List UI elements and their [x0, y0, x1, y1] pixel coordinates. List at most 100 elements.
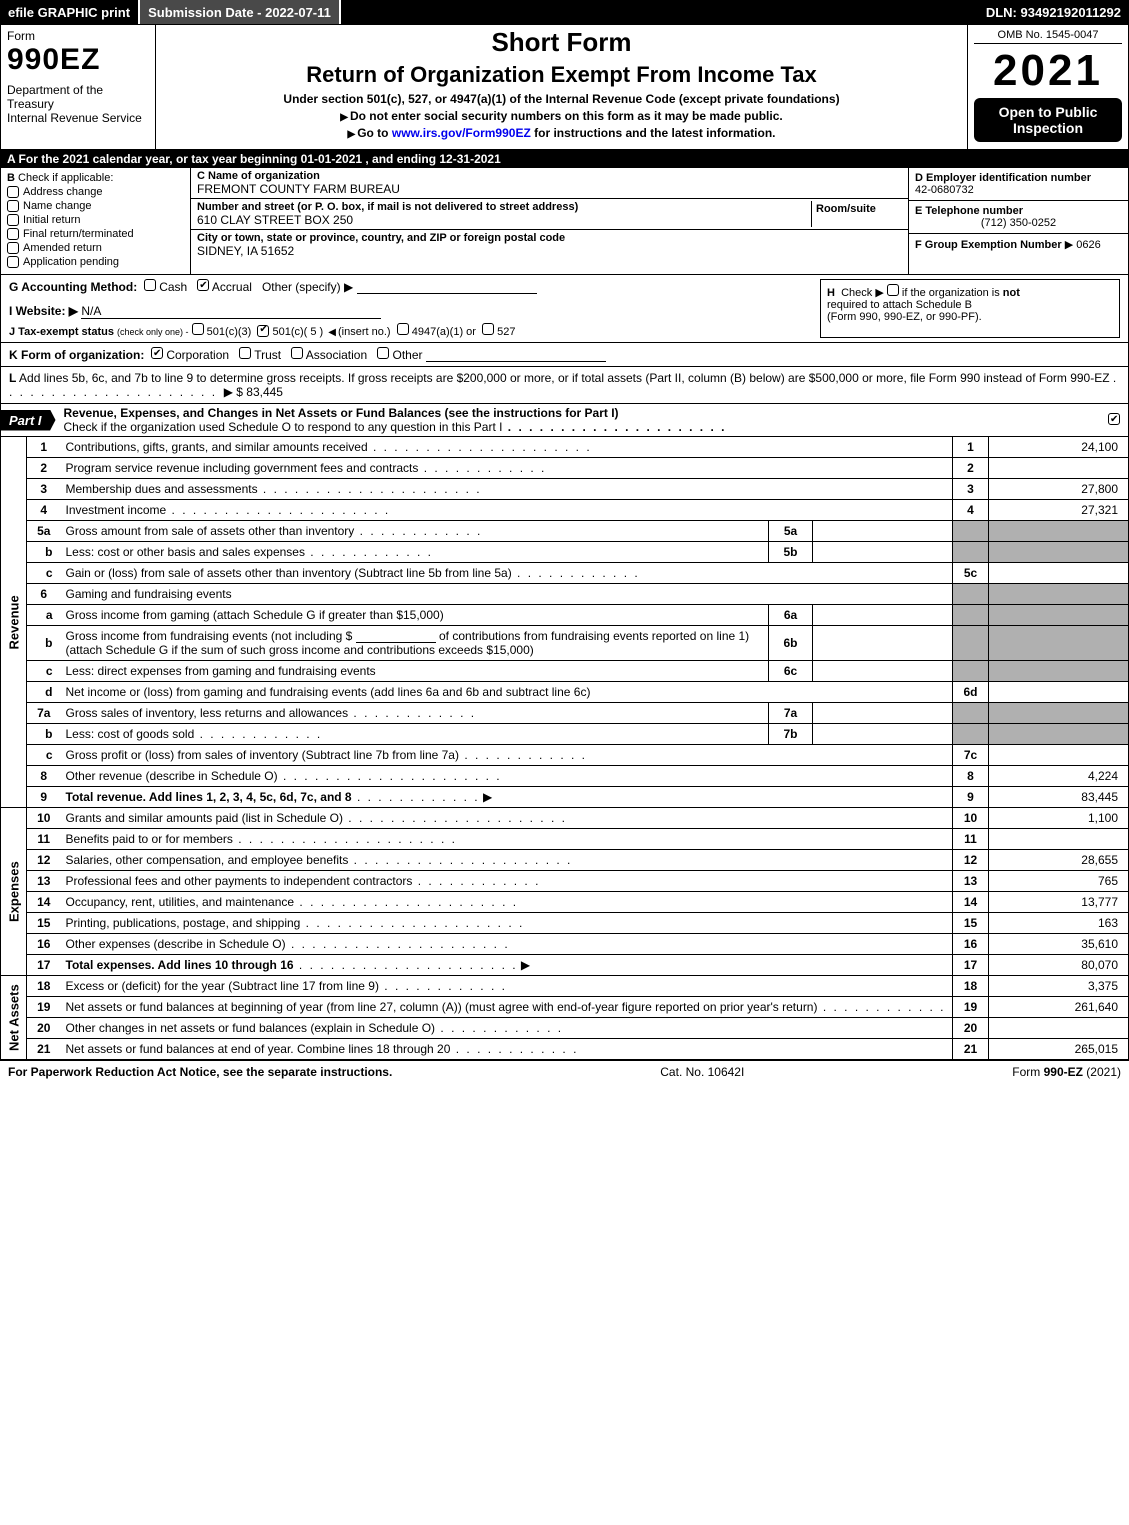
line-21-desc: Net assets or fund balances at end of ye…	[66, 1042, 451, 1056]
checkbox-icon[interactable]	[7, 200, 19, 212]
line-8-num: 8	[27, 766, 61, 787]
open-public-box: Open to Public Inspection	[974, 98, 1122, 142]
shaded-cell	[953, 724, 989, 745]
line-11-amount	[989, 829, 1129, 850]
line-19-box: 19	[953, 997, 989, 1018]
section-j: J Tax-exempt status (check only one) - 5…	[9, 323, 820, 338]
line-1-num: 1	[27, 437, 61, 458]
section-b: B Check if applicable: Address change Na…	[1, 168, 191, 274]
efile-print-label[interactable]: efile GRAPHIC print	[0, 0, 140, 24]
group-exemption-value: ▶ 0626	[1065, 239, 1101, 251]
chk-initial-return[interactable]: Initial return	[7, 214, 184, 226]
line-9-num: 9	[27, 787, 61, 808]
addr-value: 610 CLAY STREET BOX 250	[197, 213, 807, 227]
check-if-applicable: Check if applicable:	[18, 172, 113, 184]
entity-name-address: C Name of organization FREMONT COUNTY FA…	[191, 168, 908, 274]
checkbox-icon[interactable]	[1108, 413, 1120, 425]
line-7a-desc: Gross sales of inventory, less returns a…	[66, 706, 349, 720]
checkbox-icon[interactable]	[7, 214, 19, 226]
line-17-desc: Total expenses. Add lines 10 through 16	[66, 958, 294, 972]
line-5c-num: c	[27, 563, 61, 584]
line-16-desc: Other expenses (describe in Schedule O)	[66, 937, 286, 951]
city-label: City or town, state or province, country…	[197, 232, 902, 244]
line-20-box: 20	[953, 1018, 989, 1039]
shaded-cell	[953, 661, 989, 682]
checkbox-icon[interactable]	[7, 256, 19, 268]
line-15-desc: Printing, publications, postage, and shi…	[66, 916, 301, 930]
tax-year: 2021	[974, 46, 1122, 96]
fundraising-amount-input[interactable]	[356, 629, 436, 643]
chk-address-change[interactable]: Address change	[7, 186, 184, 198]
checkbox-icon[interactable]	[397, 323, 409, 335]
line-19-amount: 261,640	[989, 997, 1129, 1018]
chk-name-change[interactable]: Name change	[7, 200, 184, 212]
shaded-cell	[953, 542, 989, 563]
inner-val-6b	[813, 626, 953, 661]
section-b-letter: B	[7, 172, 15, 184]
inner-val-7a	[813, 703, 953, 724]
shaded-cell	[953, 521, 989, 542]
line-20-amount	[989, 1018, 1129, 1039]
line-14-num: 14	[27, 892, 61, 913]
shaded-cell	[989, 661, 1129, 682]
line-20-num: 20	[27, 1018, 61, 1039]
other-org-input[interactable]	[426, 348, 606, 362]
under-section-text: Under section 501(c), 527, or 4947(a)(1)…	[164, 92, 959, 106]
checkbox-icon[interactable]	[7, 242, 19, 254]
shaded-cell	[989, 521, 1129, 542]
inner-box-6c: 6c	[769, 661, 813, 682]
checkbox-icon[interactable]	[192, 323, 204, 335]
part-1-header: Part I Revenue, Expenses, and Changes in…	[0, 404, 1129, 437]
checkbox-icon[interactable]	[377, 347, 389, 359]
line-4-amount: 27,321	[989, 500, 1129, 521]
inner-val-6c	[813, 661, 953, 682]
line-16-box: 16	[953, 934, 989, 955]
line-10-desc: Grants and similar amounts paid (list in…	[66, 811, 343, 825]
dln-label: DLN: 93492192011292	[978, 0, 1129, 24]
line-2-box: 2	[953, 458, 989, 479]
submission-date-button[interactable]: Submission Date - 2022-07-11	[140, 0, 341, 24]
header-center: Short Form Return of Organization Exempt…	[156, 25, 968, 149]
other-method-input[interactable]	[357, 280, 537, 294]
chk-final-return[interactable]: Final return/terminated	[7, 228, 184, 240]
e-label: E Telephone number	[915, 205, 1122, 217]
line-8-amount: 4,224	[989, 766, 1129, 787]
chk-application-pending[interactable]: Application pending	[7, 256, 184, 268]
header-left: Form 990EZ Department of the Treasury In…	[1, 25, 156, 149]
line-6b-num: b	[27, 626, 61, 661]
line-12-box: 12	[953, 850, 989, 871]
irs-link[interactable]: www.irs.gov/Form990EZ	[392, 126, 531, 140]
line-17-num: 17	[27, 955, 61, 976]
line-15-num: 15	[27, 913, 61, 934]
checkbox-icon[interactable]	[7, 228, 19, 240]
line-18-desc: Excess or (deficit) for the year (Subtra…	[66, 979, 379, 993]
telephone-value: (712) 350-0252	[915, 217, 1122, 229]
checkbox-icon[interactable]	[482, 323, 494, 335]
checkbox-icon[interactable]	[887, 284, 899, 296]
line-3-amount: 27,800	[989, 479, 1129, 500]
line-18-box: 18	[953, 976, 989, 997]
line-6c-num: c	[27, 661, 61, 682]
section-k: K Form of organization: Corporation Trus…	[0, 343, 1129, 367]
checkbox-icon[interactable]	[7, 186, 19, 198]
line-1-amount: 24,100	[989, 437, 1129, 458]
checkbox-icon[interactable]	[144, 279, 156, 291]
addr-label: Number and street (or P. O. box, if mail…	[197, 201, 807, 213]
line-5c-amount	[989, 563, 1129, 584]
line-6c-desc: Less: direct expenses from gaming and fu…	[66, 664, 376, 678]
checkbox-icon[interactable]	[151, 347, 163, 359]
line-2-desc: Program service revenue including govern…	[66, 461, 419, 475]
line-12-num: 12	[27, 850, 61, 871]
line-8-box: 8	[953, 766, 989, 787]
form-ref: Form 990-EZ (2021)	[1012, 1065, 1121, 1079]
checkbox-icon[interactable]	[239, 347, 251, 359]
line-21-box: 21	[953, 1039, 989, 1060]
checkbox-icon[interactable]	[197, 279, 209, 291]
inner-box-6a: 6a	[769, 605, 813, 626]
chk-amended-return[interactable]: Amended return	[7, 242, 184, 254]
omb-number: OMB No. 1545-0047	[974, 27, 1122, 44]
inner-box-7a: 7a	[769, 703, 813, 724]
checkbox-icon[interactable]	[257, 325, 269, 337]
line-5a-num: 5a	[27, 521, 61, 542]
checkbox-icon[interactable]	[291, 347, 303, 359]
